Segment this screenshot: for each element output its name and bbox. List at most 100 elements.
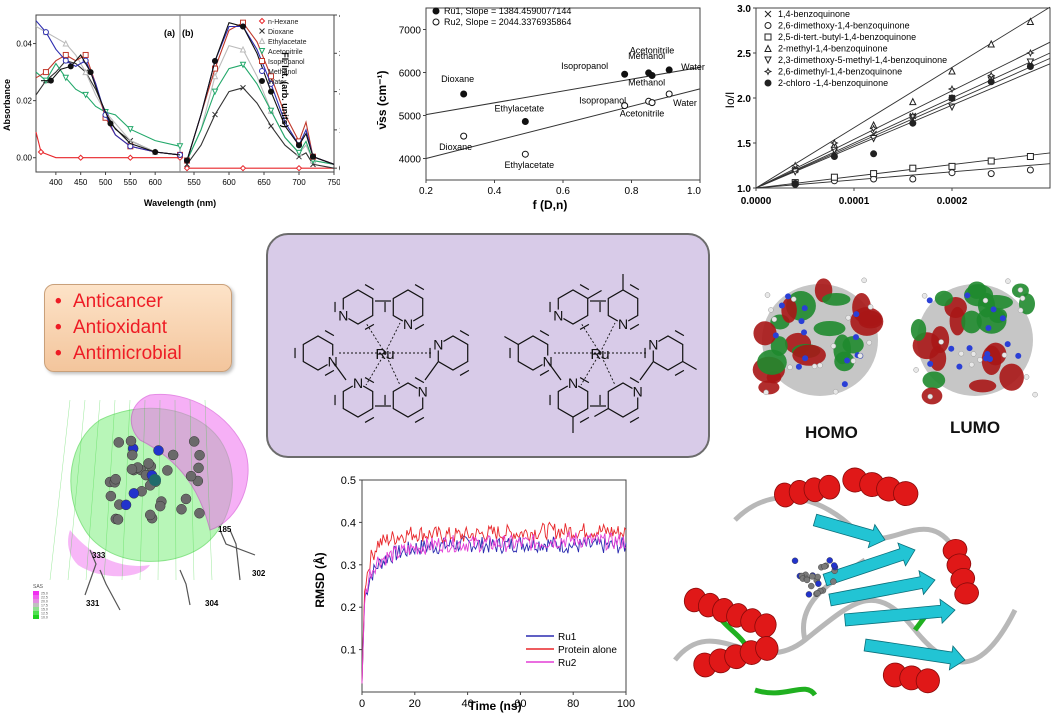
ligand-atom [127,449,138,461]
spectra-tick-label: 30 [339,49,340,58]
n-atom-label: N [433,337,443,353]
orbital-lobe [999,363,1024,391]
ligand-atom [808,582,815,590]
fluorescence-point [267,107,275,115]
legend-marker [764,79,772,87]
n-atom-label: N [353,375,363,391]
quench-fit-line [755,41,1051,189]
nitrogen-atom [1015,352,1022,359]
ligand-atom [128,488,140,499]
n-atom-label: N [338,308,348,324]
residue-label: 185 [218,525,232,534]
quench-tick-label: 3.0 [737,4,751,15]
legend-marker [259,28,265,34]
hydrogen-atom [763,389,769,396]
hydrogen-atom [790,296,797,302]
absorbance-point [82,91,89,99]
hydrogen-atom [866,339,872,346]
hydrogen-atom [811,363,818,370]
spectra-tick-label: 450 [74,178,88,187]
rmsd-tick-label: 0 [359,698,365,710]
double-bond [414,416,425,423]
quench-tick-label: 0.0000 [741,196,772,207]
solv-point-label: Water [673,98,697,108]
fluorescence-point [212,111,218,118]
spectra-tick-label: 700 [292,178,306,187]
legend-marker [259,58,265,64]
solv-point-label: Acetonitrile [620,109,665,119]
solv-tick-label: 0.8 [625,186,639,197]
sas-legend-value: 12.5 [41,612,48,616]
double-bond [414,323,425,330]
double-bond [459,330,470,337]
rmsd-line [361,530,627,684]
spectra-tick-label: 0 [339,164,340,173]
fluorescence-point [268,73,274,80]
residue-label: 333 [92,551,106,560]
double-bond [629,323,640,330]
quench-point [948,162,956,170]
solv-point [521,118,529,126]
rmsd-legend: Ru1 Protein alone Ru2 [526,632,617,669]
double-bond [414,377,425,384]
hydrogen-atom [921,293,928,299]
legend-entry: Ru1 [558,632,577,643]
quench-fit-line [755,52,1051,189]
spectra-tick-label: 600 [148,178,162,187]
residue-stick [84,549,97,596]
ligand-atom [162,465,173,476]
double-bond [629,284,640,291]
absorbance-point [37,148,45,156]
hydrogen-atom [857,353,863,359]
double-bond [579,377,590,384]
quench-point [987,39,996,48]
fluorescence-point [211,72,219,80]
alpha-helix [842,467,919,507]
spectra-tick-label: 40 [339,11,340,20]
ligand-atom [814,573,821,581]
solv-point [648,99,656,107]
surface-mesh [67,399,86,581]
quench-point [830,153,838,160]
residue-label: 331 [86,599,100,608]
quench-tick-label: 0.0001 [839,196,870,207]
legend-entry: 2,5-di-tert.-butyl-1,4-benzoquinone [778,32,916,42]
spectra-ylabel-left: Absorbance [2,79,12,131]
double-bond [459,369,470,376]
ligand-atom [113,437,125,448]
quench-point [830,138,839,148]
hydrogen-atom [861,277,867,284]
solv-tick-label: 0.6 [556,186,570,197]
absorbance-point [87,69,94,76]
ligand-atom [185,470,197,482]
quench-point [1026,17,1035,25]
methyl-bond [504,335,519,346]
orbital-lobe [934,290,953,307]
spectra-tick-label: 10 [339,126,340,135]
beta-strand [812,513,886,549]
ligand-atom [180,493,192,505]
fluorescence-point [211,88,219,96]
orbital-lobe [976,307,1007,334]
double-bond [324,330,335,337]
quench-point [1026,166,1034,174]
nitrogen-atom [990,306,997,313]
methyl-bond [587,289,602,300]
nitrogen-atom [778,302,785,309]
ru-atom-label: Ru [375,346,394,363]
double-bond [414,284,425,291]
solv-xlabel: f (D,n) [533,198,568,212]
nitrogen-atom [795,363,802,370]
orbital-lobe [757,349,787,375]
quench-point [987,157,995,165]
legend-entry: Ethylacetate [268,39,307,46]
spectra-tick-label: 0.02 [16,97,32,106]
solv-point [621,70,629,78]
pyridine-ring [302,335,334,371]
protein-cartoon [673,467,1018,697]
n-atom-bg [541,355,554,368]
rmsd-tick-label: 40 [461,698,473,710]
absorbance-point [67,63,74,70]
solv-point [621,102,629,110]
ligand-atom [105,490,117,502]
